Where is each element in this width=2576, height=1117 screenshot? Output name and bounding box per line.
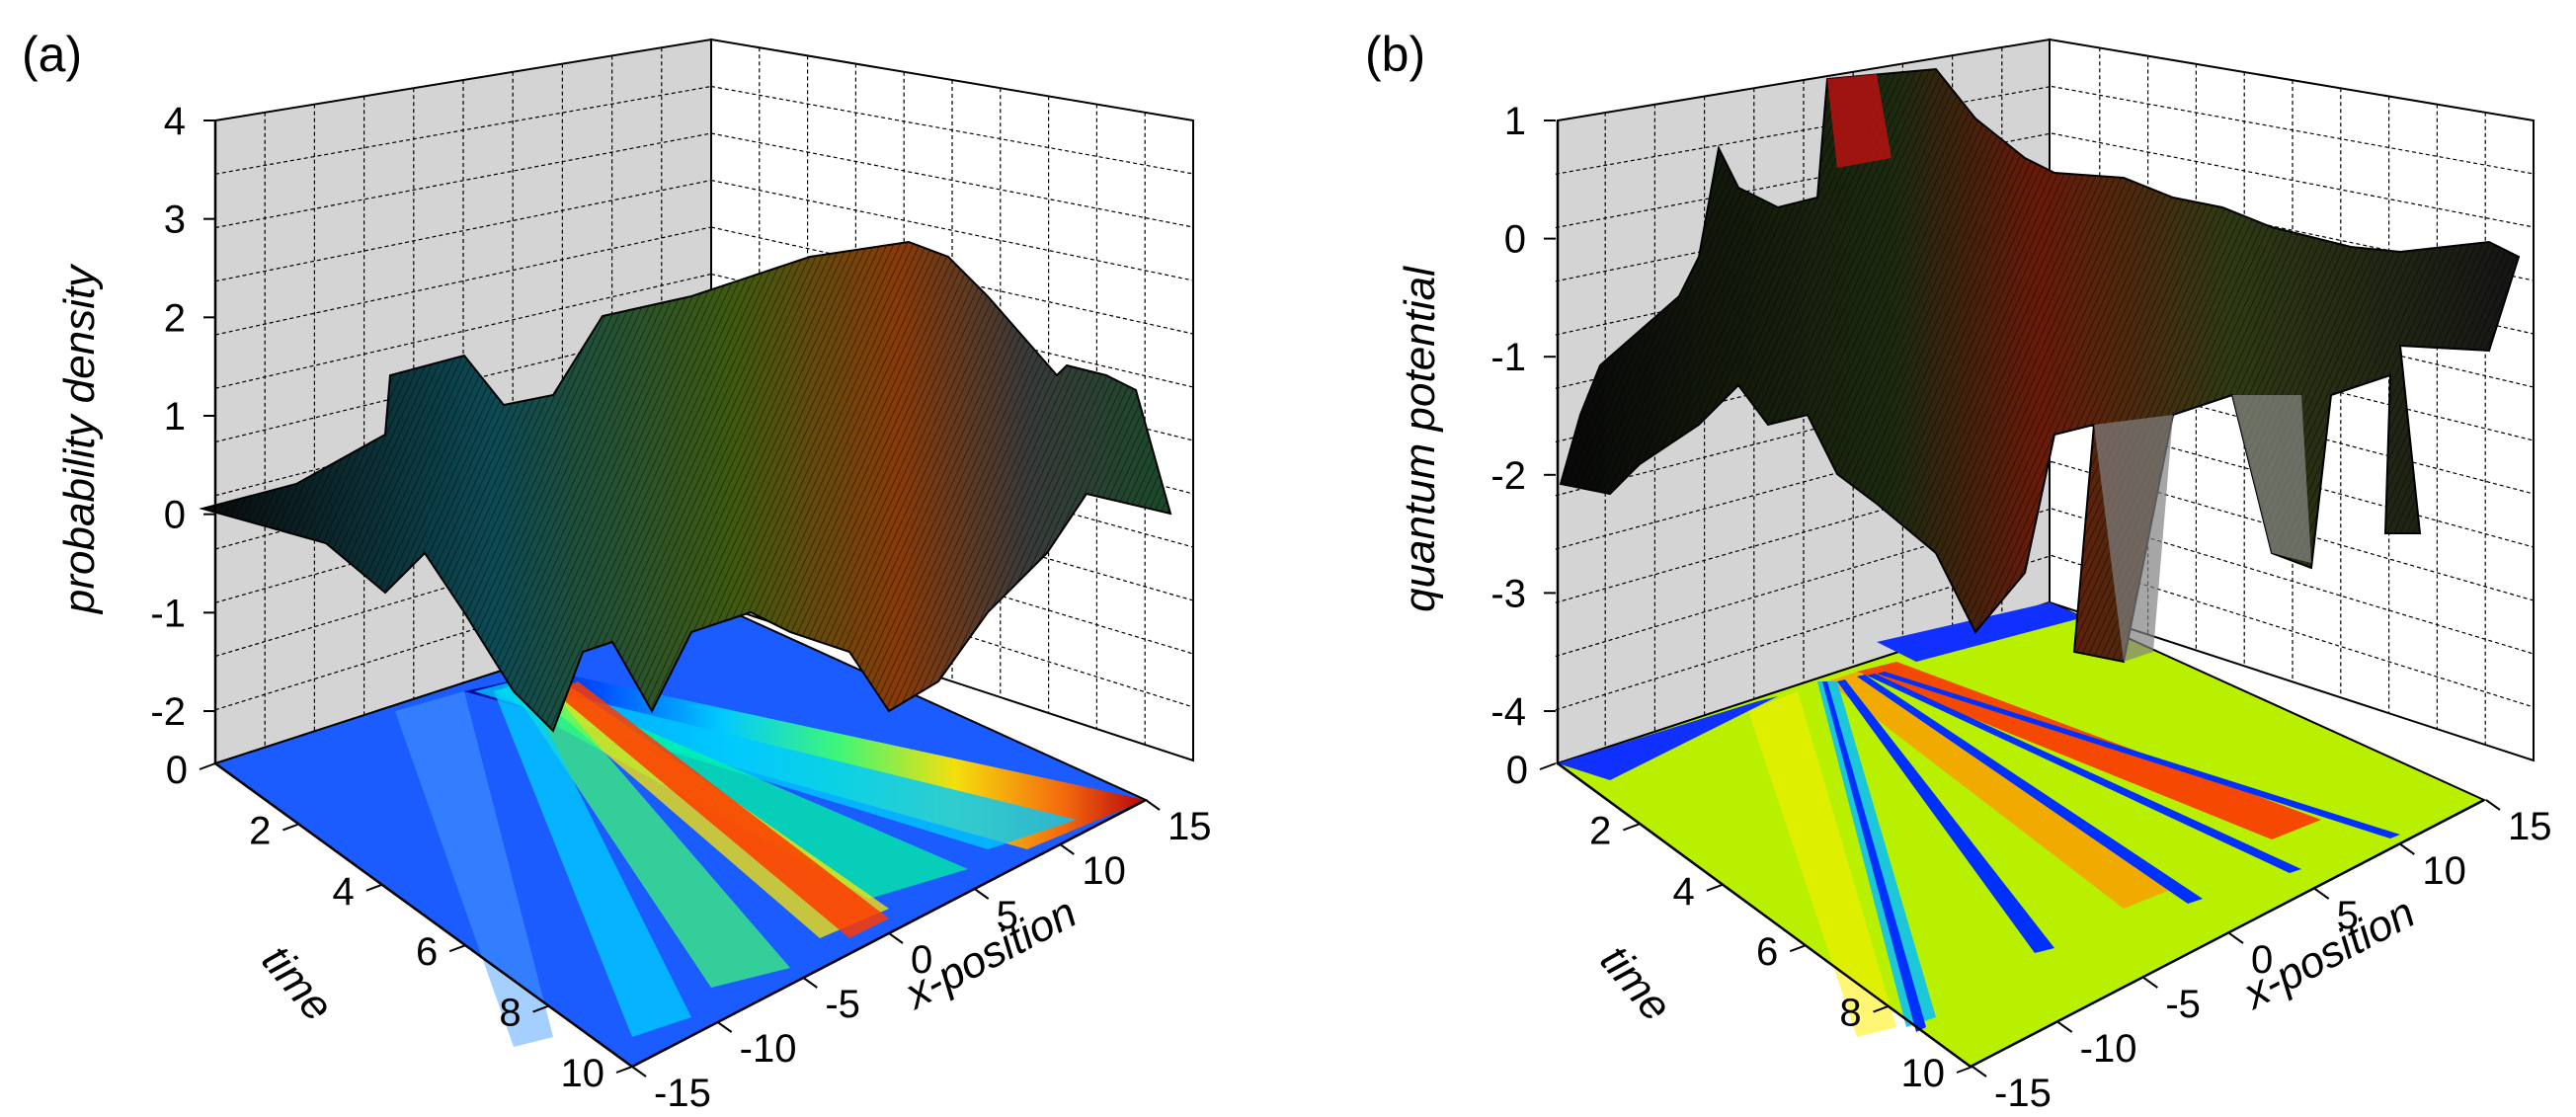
x-tick-label: -15: [654, 1072, 711, 1115]
floor-contour: [1555, 600, 2487, 1069]
time-tick-mark: [365, 883, 383, 892]
time-tick-label: 8: [1839, 992, 1861, 1035]
z-tick-label: -3: [1490, 572, 1526, 615]
panel-label-a: (a): [22, 27, 82, 82]
z-tick-label: 0: [1504, 218, 1526, 262]
x-tick-mark: [1145, 799, 1161, 811]
z-tick-label: -2: [150, 690, 186, 734]
x-tick-mark: [1059, 843, 1075, 855]
z-tick-label: -1: [1490, 336, 1526, 379]
time-tick-label: 8: [499, 992, 521, 1035]
time-tick-label: 10: [561, 1052, 605, 1095]
time-tick-mark: [199, 762, 216, 770]
x-tick-mark: [802, 977, 818, 989]
z-tick-label: 1: [1504, 100, 1526, 143]
time-axis-label-a: time: [253, 936, 343, 1030]
z-tick-label: -4: [1490, 690, 1526, 734]
time-tick-label: 6: [1756, 930, 1778, 974]
time-tick-mark: [1789, 944, 1807, 953]
time-tick-mark: [282, 823, 299, 832]
time-tick-mark: [1623, 823, 1640, 832]
x-tick-mark: [2142, 977, 2158, 989]
x-tick-label: -15: [1994, 1072, 2052, 1115]
time-tick-label: 2: [1589, 809, 1611, 852]
x-tick-mark: [2399, 843, 2415, 855]
x-tick-label: 5: [997, 894, 1018, 937]
x-tick-label: 5: [2337, 894, 2359, 937]
time-tick-label: 0: [166, 749, 188, 792]
time-tick-mark: [1956, 1066, 1973, 1074]
time-tick-mark: [448, 944, 466, 953]
x-tick-mark: [888, 932, 904, 944]
z-tick-label: 0: [164, 494, 186, 537]
floor-contour: [212, 600, 1149, 1069]
x-tick-label: 15: [2508, 805, 2552, 848]
z-tick-label: 3: [164, 199, 186, 242]
time-tick-label: 6: [416, 930, 438, 974]
x-tick-mark: [717, 1021, 733, 1033]
x-tick-label: -10: [2080, 1027, 2137, 1071]
x-tick-mark: [2228, 932, 2244, 944]
x-tick-mark: [1972, 1066, 1987, 1077]
time-tick-mark: [615, 1066, 633, 1074]
x-tick-mark: [2314, 888, 2330, 900]
x-tick-label: 10: [2422, 849, 2466, 893]
z-tick-label: 1: [164, 395, 186, 439]
time-tick-mark: [532, 1004, 549, 1013]
z-axis-label-b: quantum potential: [1396, 266, 1444, 612]
surface: [1559, 67, 2521, 664]
x-tick-mark: [2057, 1021, 2073, 1033]
time-tick-label: 2: [249, 809, 271, 852]
time-tick-label: 4: [333, 870, 355, 914]
axes-b: [1556, 120, 2485, 1069]
surface: [199, 240, 1172, 733]
z-tick-label: -1: [150, 592, 186, 635]
x-tick-label: -5: [825, 983, 860, 1026]
time-tick-mark: [1706, 883, 1724, 892]
x-tick-label: 0: [911, 938, 932, 982]
x-tick-label: -5: [2165, 983, 2201, 1026]
time-axis-label-b: time: [1591, 936, 1681, 1030]
x-tick-label: 10: [1082, 849, 1126, 893]
z-axis-label-a: probability density: [55, 263, 104, 615]
time-tick-label: 4: [1673, 870, 1695, 914]
x-tick-label: -10: [740, 1027, 797, 1071]
time-tick-label: 0: [1506, 749, 1528, 792]
z-tick-label: 4: [164, 100, 186, 143]
x-tick-mark: [2485, 799, 2501, 811]
time-tick-mark: [1539, 762, 1557, 770]
time-tick-label: 10: [1901, 1052, 1946, 1095]
panel-label-b: (b): [1365, 27, 1425, 82]
time-tick-mark: [1873, 1004, 1890, 1013]
z-tick-label: 2: [164, 296, 186, 340]
z-tick-label: -2: [1490, 454, 1526, 498]
x-tick-label: 0: [2251, 938, 2273, 982]
x-tick-label: 15: [1167, 805, 1212, 848]
x-tick-mark: [974, 888, 990, 900]
x-tick-mark: [631, 1066, 647, 1077]
